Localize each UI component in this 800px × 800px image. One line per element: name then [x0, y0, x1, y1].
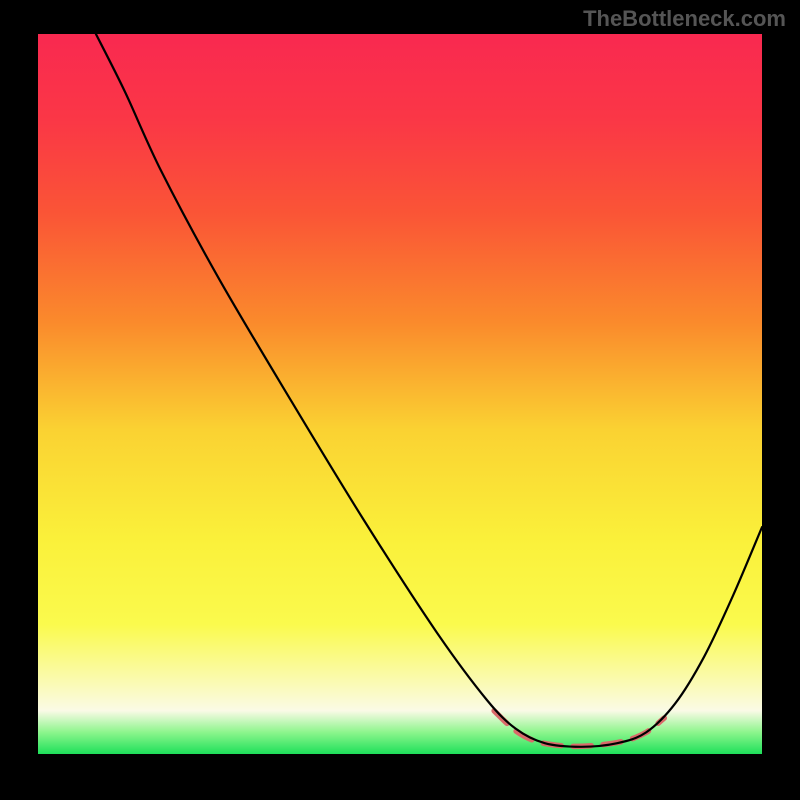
bottleneck-chart — [38, 34, 762, 754]
plot-area — [38, 34, 762, 754]
chart-container: TheBottleneck.com — [0, 0, 800, 800]
watermark-label: TheBottleneck.com — [583, 6, 786, 32]
